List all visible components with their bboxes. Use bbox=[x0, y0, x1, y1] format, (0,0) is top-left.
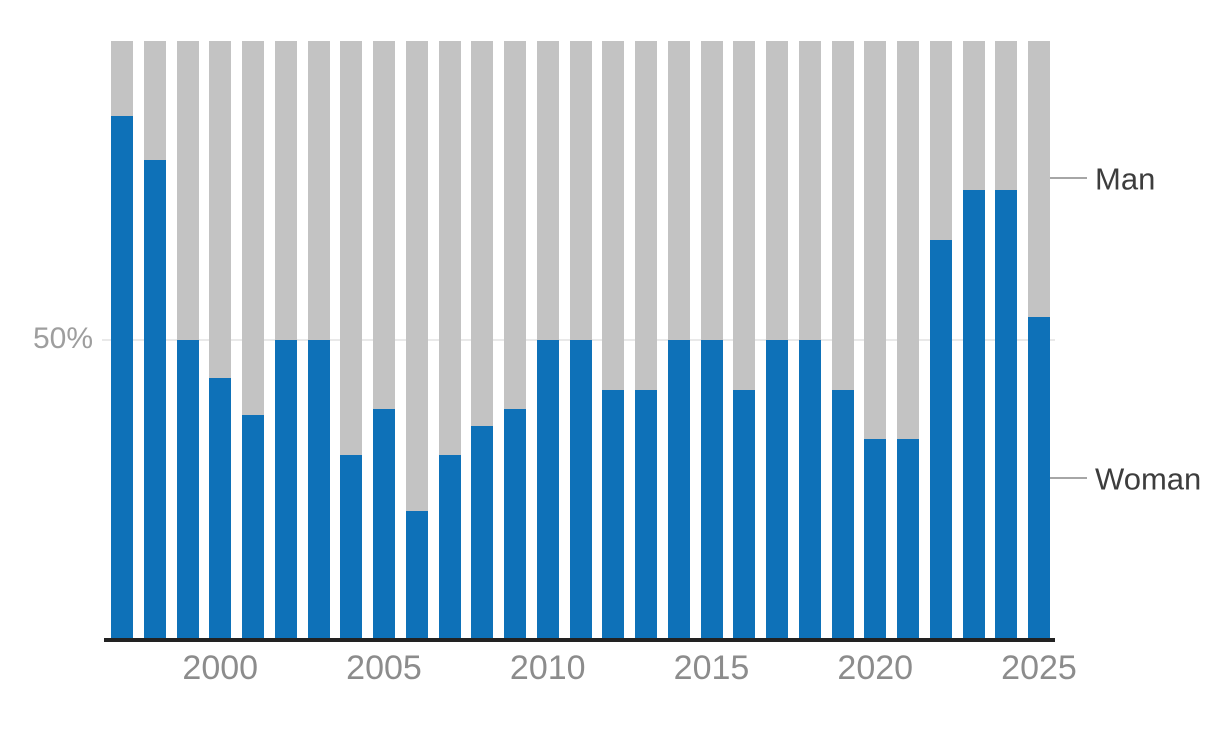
bar-2010 bbox=[536, 41, 559, 638]
bar-segment-woman-2007 bbox=[438, 454, 461, 638]
bar-1998 bbox=[143, 41, 166, 638]
x-tick-2020: 2020 bbox=[837, 649, 914, 687]
bar-segment-woman-2019 bbox=[831, 390, 854, 638]
bar-segment-woman-2022 bbox=[929, 239, 952, 638]
x-tick-2005: 2005 bbox=[346, 649, 422, 687]
bar-2009 bbox=[504, 41, 526, 638]
bar-segment-woman-2012 bbox=[602, 390, 625, 638]
bar-segment-woman-2015 bbox=[700, 339, 723, 638]
bar-2007 bbox=[438, 41, 461, 638]
bar-2008 bbox=[471, 41, 494, 638]
bar-2013 bbox=[635, 41, 657, 638]
bar-2021 bbox=[897, 41, 919, 638]
man-leader-line bbox=[1050, 177, 1087, 179]
bar-segment-woman-2010 bbox=[536, 339, 559, 638]
bar-segment-woman-2004 bbox=[340, 454, 363, 638]
bar-2001 bbox=[242, 41, 264, 638]
x-axis-line bbox=[104, 638, 1055, 642]
bar-1997 bbox=[111, 41, 133, 638]
bar-2005 bbox=[373, 41, 395, 638]
x-tick-2000: 2000 bbox=[182, 649, 259, 687]
legend-man-label: Man bbox=[1095, 161, 1156, 197]
bar-segment-woman-2005 bbox=[373, 408, 395, 638]
bar-segment-woman-2003 bbox=[307, 339, 330, 638]
plot-area bbox=[102, 41, 1055, 638]
bar-2000 bbox=[209, 41, 232, 638]
bar-2016 bbox=[733, 41, 756, 638]
bar-2002 bbox=[274, 41, 297, 638]
bar-segment-woman-1998 bbox=[143, 160, 166, 638]
bar-segment-woman-2024 bbox=[995, 190, 1018, 638]
bar-segment-woman-2020 bbox=[864, 439, 887, 638]
bar-segment-woman-2008 bbox=[471, 426, 494, 638]
bar-2024 bbox=[995, 41, 1018, 638]
bar-2020 bbox=[864, 41, 887, 638]
bar-2025 bbox=[1028, 41, 1050, 638]
bar-2018 bbox=[798, 41, 821, 638]
bar-2012 bbox=[602, 41, 625, 638]
bar-2004 bbox=[340, 41, 363, 638]
y-axis-label-50pct: 50% bbox=[32, 322, 93, 355]
x-tick-2025: 2025 bbox=[1001, 649, 1077, 687]
bar-segment-woman-2002 bbox=[274, 339, 297, 638]
legend-woman-label: Woman bbox=[1095, 461, 1202, 497]
bar-segment-woman-2013 bbox=[635, 390, 657, 638]
bar-segment-woman-2016 bbox=[733, 390, 756, 638]
bar-segment-woman-2021 bbox=[897, 439, 919, 638]
bar-2023 bbox=[962, 41, 985, 638]
bar-segment-woman-2000 bbox=[209, 377, 232, 638]
bar-segment-woman-2006 bbox=[405, 510, 428, 638]
bar-segment-woman-2017 bbox=[766, 339, 788, 638]
bar-segment-woman-2018 bbox=[798, 339, 821, 638]
bar-2003 bbox=[307, 41, 330, 638]
bar-segment-woman-2011 bbox=[569, 339, 592, 638]
bar-segment-woman-2023 bbox=[962, 190, 985, 638]
bar-segment-woman-2025 bbox=[1028, 316, 1050, 638]
bar-segment-woman-2009 bbox=[504, 408, 526, 638]
bar-2022 bbox=[929, 41, 952, 638]
bar-2014 bbox=[667, 41, 690, 638]
bar-2006 bbox=[405, 41, 428, 638]
bar-2019 bbox=[831, 41, 854, 638]
bar-segment-woman-1997 bbox=[111, 115, 133, 638]
bar-segment-woman-2001 bbox=[242, 414, 264, 638]
bar-segment-woman-1999 bbox=[176, 339, 199, 638]
x-tick-2015: 2015 bbox=[673, 649, 750, 687]
bar-2017 bbox=[766, 41, 788, 638]
woman-leader-line bbox=[1050, 477, 1087, 479]
bar-segment-woman-2014 bbox=[667, 339, 690, 638]
bar-1999 bbox=[176, 41, 199, 638]
bar-2015 bbox=[700, 41, 723, 638]
bar-2011 bbox=[569, 41, 592, 638]
x-tick-2010: 2010 bbox=[509, 649, 586, 687]
